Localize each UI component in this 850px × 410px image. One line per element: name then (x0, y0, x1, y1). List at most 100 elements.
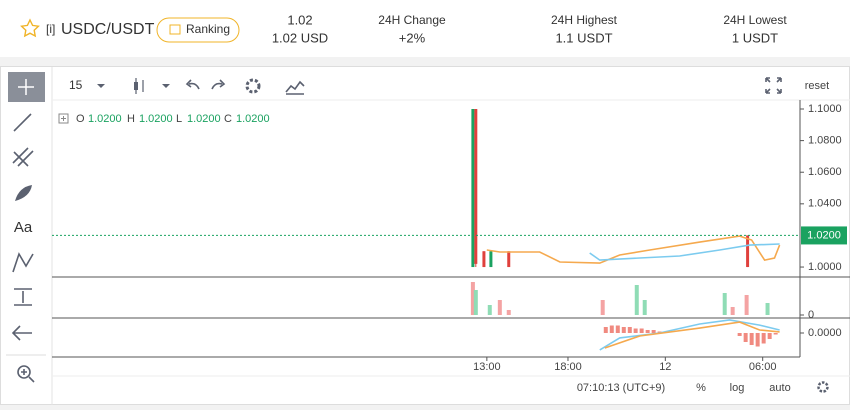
fullscreen[interactable] (765, 77, 782, 94)
stat-value: +2% (399, 30, 426, 45)
bracket: [i] (46, 22, 55, 36)
bar (761, 333, 766, 344)
bar (642, 300, 647, 315)
bar (765, 303, 770, 315)
measure-tool[interactable] (14, 288, 32, 306)
bar (634, 285, 639, 315)
legend-key: H (127, 113, 135, 125)
candle-body (474, 109, 478, 264)
legend-key: O (76, 113, 85, 125)
bar (609, 325, 614, 333)
chart-type-dropdown[interactable] (162, 84, 170, 88)
candle-body (482, 251, 486, 268)
footer-settings[interactable] (817, 381, 829, 393)
bar (603, 327, 608, 333)
bar (651, 330, 656, 333)
settings[interactable] (245, 78, 261, 94)
x-tick-label: 12 (659, 361, 671, 373)
indicator-line (604, 321, 780, 349)
bar (737, 333, 742, 336)
ranking-icon (169, 24, 181, 35)
current-price-box (801, 226, 847, 245)
indicator-line (486, 235, 781, 264)
stat-label: 24H Change (378, 13, 446, 27)
bar (744, 295, 749, 315)
line-tool[interactable] (13, 113, 32, 132)
brush-tool[interactable] (15, 185, 32, 201)
bar (730, 307, 735, 315)
zoom-tool[interactable] (17, 365, 31, 379)
candle-icon-body (134, 82, 138, 90)
indicators[interactable] (285, 80, 305, 95)
candle-body (746, 235, 750, 268)
indicator-line (589, 243, 780, 261)
clock: 07:10:13 (UTC+9) (577, 382, 665, 394)
legend-value: 1.0200 (187, 113, 221, 125)
stat-label: 24H Lowest (723, 13, 787, 27)
y-tick-label: 1.0600 (808, 166, 842, 178)
percent-toggle[interactable]: % (696, 382, 706, 394)
log-toggle[interactable]: log (730, 382, 745, 394)
fib-tool[interactable] (12, 147, 34, 167)
bar (639, 328, 644, 333)
x-tick-label: 13:00 (473, 361, 501, 373)
price: 1.02 (287, 12, 312, 27)
legend-toggle[interactable] (58, 113, 69, 124)
legend-key: L (176, 113, 182, 125)
bar (633, 328, 638, 333)
interval-dropdown[interactable] (97, 84, 105, 88)
pattern-tool[interactable] (12, 252, 34, 273)
y-tick-label: 1.0000 (808, 261, 842, 273)
stat-label: 24H Highest (551, 13, 618, 27)
stat-value: 1.1 USDT (555, 30, 612, 45)
stat-value: 1 USDT (732, 30, 778, 45)
bar (600, 300, 605, 315)
redo[interactable] (211, 79, 226, 90)
bar (506, 310, 511, 315)
indicator-line (599, 319, 780, 351)
bar (749, 333, 754, 345)
y-tick-label: 1.0400 (808, 198, 842, 210)
favorite-icon[interactable] (20, 18, 40, 38)
legend-value: 1.0200 (88, 113, 122, 125)
legend-key: C (224, 113, 232, 125)
candle-body (471, 109, 475, 268)
candle-body (507, 251, 511, 268)
bar (743, 333, 748, 342)
undo[interactable] (185, 79, 200, 90)
current-price-label: 1.0200 (807, 229, 841, 241)
ranking-label: Ranking (186, 22, 230, 36)
price-usd: 1.02 USD (272, 30, 328, 45)
bar (615, 325, 620, 333)
bar (487, 305, 492, 315)
bar (773, 333, 778, 335)
y-tick-label: 0.0000 (808, 327, 842, 339)
ranking-button[interactable] (156, 17, 240, 43)
bar (497, 300, 502, 315)
bar (722, 293, 727, 315)
interval[interactable]: 15 (69, 78, 83, 92)
legend-value: 1.0200 (139, 113, 173, 125)
legend-value: 1.0200 (236, 113, 270, 125)
bar (767, 333, 772, 339)
text-tool[interactable]: Aa (14, 219, 33, 236)
header (0, 0, 850, 57)
remove-tool[interactable] (11, 325, 32, 341)
candle-body (489, 251, 493, 268)
zoom-icon (21, 369, 35, 383)
legend-toggle-icon (61, 116, 66, 121)
reset[interactable]: reset (805, 80, 829, 92)
x-tick-label: 06:00 (749, 361, 777, 373)
symbol: USDC/USDT (61, 21, 155, 38)
auto-toggle[interactable]: auto (769, 382, 790, 394)
bar (627, 327, 632, 333)
bar (755, 333, 760, 347)
bar (470, 282, 475, 315)
y-tick-label: 0 (808, 309, 814, 321)
bar (621, 327, 626, 333)
y-tick-label: 1.1000 (808, 103, 842, 115)
bar (645, 330, 650, 333)
x-tick-label: 18:00 (554, 361, 582, 373)
